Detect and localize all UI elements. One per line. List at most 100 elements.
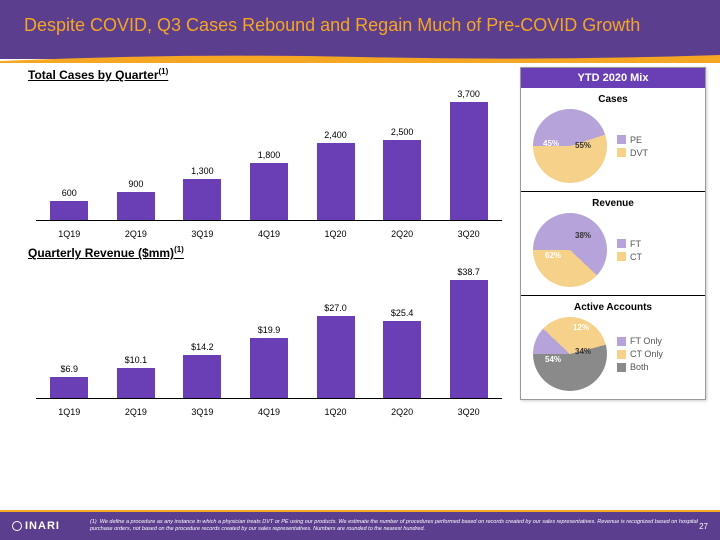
legend-row: CT Only (617, 349, 663, 359)
bar-col: $10.1 (106, 355, 167, 399)
bar (50, 201, 88, 220)
footer-logo: INARI (12, 520, 60, 532)
bar-col: $19.9 (239, 325, 300, 399)
footer-note: (1) We define a procedure as any instanc… (90, 519, 699, 532)
revenue-chart-title: Quarterly Revenue ($mm)(1) (28, 245, 510, 260)
bar-col: 1,300 (172, 166, 233, 221)
legend-label: DVT (630, 148, 648, 158)
legend-row: FT Only (617, 336, 663, 346)
legend-label: CT (630, 252, 642, 262)
legend-swatch (617, 148, 626, 157)
legend-row: Both (617, 362, 663, 372)
cases-chart-title: Total Cases by Quarter(1) (28, 67, 510, 82)
legend: FT CT (617, 236, 642, 265)
legend-label: CT Only (630, 349, 663, 359)
legend-row: PE (617, 135, 648, 145)
bar-col: $38.7 (438, 267, 499, 398)
legend: PE DVT (617, 132, 648, 161)
bar-tick: 1Q19 (39, 229, 100, 239)
bar-tick: 3Q19 (172, 407, 233, 417)
mix-panel: YTD 2020 Mix Cases45%55%PEDVTRevenue62%3… (520, 67, 706, 400)
bar-col: 900 (106, 179, 167, 221)
legend-label: PE (630, 135, 642, 145)
bar (183, 355, 221, 398)
bar-tick: 1Q19 (39, 407, 100, 417)
bar-value-label: $19.9 (258, 325, 281, 335)
bar-col: $14.2 (172, 342, 233, 398)
right-column: YTD 2020 Mix Cases45%55%PEDVTRevenue62%3… (520, 67, 706, 417)
legend-swatch (617, 239, 626, 248)
bar (383, 140, 421, 220)
slide-title: Despite COVID, Q3 Cases Rebound and Rega… (24, 14, 696, 37)
logo-ring-icon (12, 521, 22, 531)
bar-tick: 3Q20 (438, 407, 499, 417)
legend-label: FT (630, 239, 641, 249)
bar-col: 2,400 (305, 130, 366, 220)
legend-swatch (617, 337, 626, 346)
bar-col: $27.0 (305, 303, 366, 398)
pie-slice-label: 62% (545, 251, 561, 260)
bar-value-label: 1,800 (258, 150, 281, 160)
bar-value-label: 3,700 (457, 89, 480, 99)
bar-value-label: $6.9 (61, 364, 79, 374)
mix-section: Revenue 62% 38% FT CT (521, 192, 705, 296)
legend-row: DVT (617, 148, 648, 158)
mix-section: Cases45%55%PEDVT (521, 88, 705, 192)
bar (450, 102, 488, 221)
content-area: Total Cases by Quarter(1) 600 900 1,300 1,8… (0, 59, 720, 417)
cases-bar-chart: 600 900 1,300 1,800 2,400 2,500 3,700 1Q19 2Q19 3… (28, 84, 510, 239)
legend: FT Only CT Only Both (617, 333, 663, 375)
pie-slice-label: 12% (573, 323, 589, 332)
legend-row: CT (617, 252, 642, 262)
bar-col: 1,800 (239, 150, 300, 221)
bar-col: 600 (39, 188, 100, 220)
mix-section: Active Accounts12%34%54%FT OnlyCT OnlyBo… (521, 296, 705, 399)
mix-section-title: Revenue (527, 198, 699, 209)
mix-header: YTD 2020 Mix (521, 68, 705, 88)
bar-col: 3,700 (438, 89, 499, 221)
bar-col: $25.4 (372, 308, 433, 398)
pie-slice-label: 45% (543, 139, 559, 148)
legend-row: FT (617, 239, 642, 249)
bar-value-label: 2,400 (324, 130, 347, 140)
legend-swatch (617, 135, 626, 144)
bar (117, 368, 155, 399)
bar-tick: 1Q20 (305, 407, 366, 417)
bar-tick: 1Q20 (305, 229, 366, 239)
bar (250, 338, 288, 399)
bar-tick: 2Q20 (372, 229, 433, 239)
bar (383, 321, 421, 398)
legend-label: FT Only (630, 336, 662, 346)
bar-value-label: 1,300 (191, 166, 214, 176)
page-number: 27 (699, 522, 708, 531)
bar-value-label: $25.4 (391, 308, 414, 318)
bar (450, 280, 488, 398)
bar-value-label: 900 (128, 179, 143, 189)
bar-col: $6.9 (39, 364, 100, 398)
bar-value-label: 600 (62, 188, 77, 198)
legend-label: Both (630, 362, 649, 372)
bar-tick: 2Q19 (106, 229, 167, 239)
pie-slice-label: 54% (545, 355, 561, 364)
slide-footer: INARI (1) We define a procedure as any i… (0, 510, 720, 540)
bar (117, 192, 155, 221)
bar-tick: 4Q19 (239, 229, 300, 239)
bar-col: 2,500 (372, 127, 433, 220)
swoosh-divider (0, 53, 720, 63)
bar-value-label: 2,500 (391, 127, 414, 137)
bar-tick: 2Q19 (106, 407, 167, 417)
bar-tick: 3Q20 (438, 229, 499, 239)
bar (317, 316, 355, 398)
pie-slice-label: 38% (575, 231, 591, 240)
pie-slice-label: 34% (575, 347, 591, 356)
bar-tick: 3Q19 (172, 229, 233, 239)
bar-tick: 2Q20 (372, 407, 433, 417)
revenue-bar-chart: $6.9 $10.1$14.2 $19.9 $27.0 $25.4 $38.7 1Q19 2Q… (28, 262, 510, 417)
legend-swatch (617, 350, 626, 359)
pie-chart: 12% 34% 54% (533, 317, 607, 391)
pie-chart: 62% 38% (533, 213, 607, 287)
bar (50, 377, 88, 398)
left-column: Total Cases by Quarter(1) 600 900 1,300 1,8… (28, 67, 520, 417)
legend-swatch (617, 363, 626, 372)
bar-tick: 4Q19 (239, 407, 300, 417)
